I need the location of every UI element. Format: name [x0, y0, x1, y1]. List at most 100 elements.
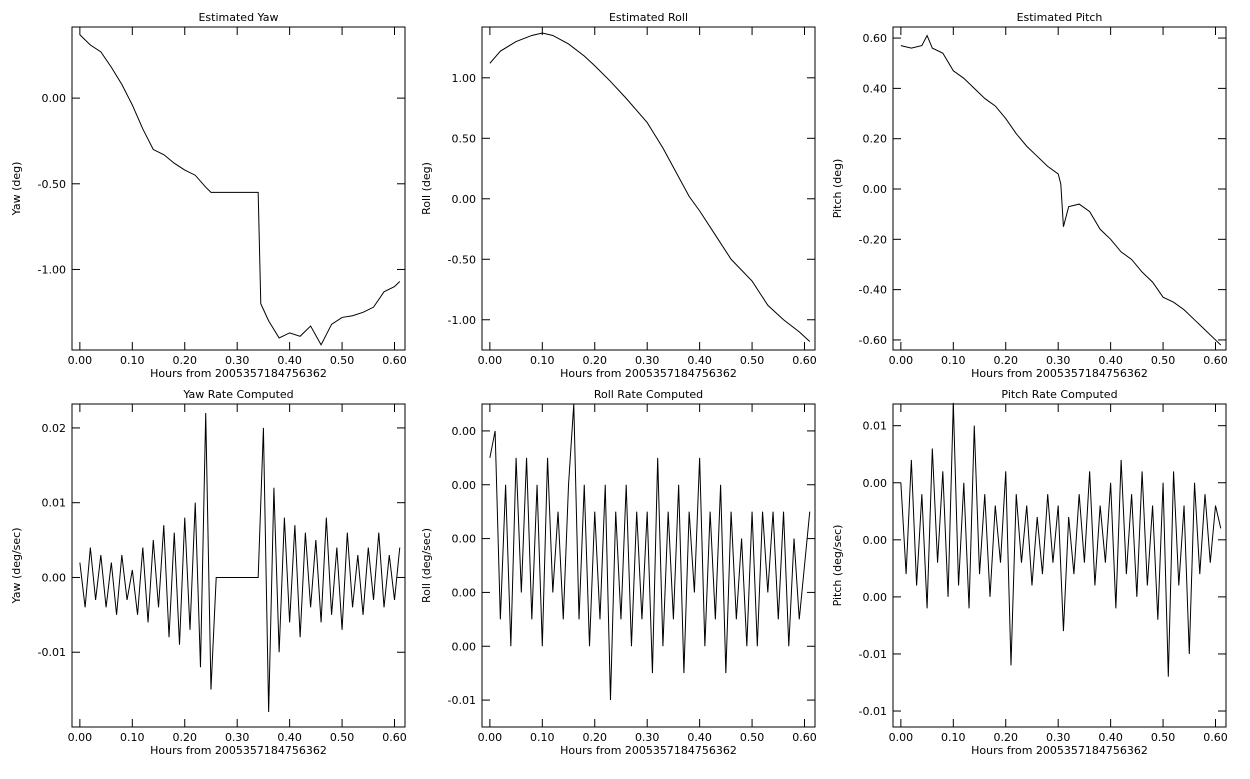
- y-tick-label: 0.00: [863, 534, 888, 547]
- y-tick-label: 0.00: [863, 183, 888, 196]
- x-tick-label: 0.60: [382, 731, 407, 744]
- x-axis-label: Hours from 2005357184756362: [150, 744, 327, 757]
- y-tick-label: 0.00: [42, 92, 67, 105]
- y-axis-label: Roll (deg): [420, 162, 433, 215]
- x-tick-label: 0.60: [382, 354, 407, 367]
- y-tick-label: -0.60: [859, 334, 887, 347]
- y-tick-label: 0.00: [452, 479, 477, 492]
- x-tick-label: 0.10: [530, 731, 555, 744]
- subplot: Roll Rate Computed Hours from 20053571847…: [420, 388, 817, 757]
- y-tick-label: 0.40: [863, 82, 888, 95]
- subplot-title: Estimated Pitch: [1017, 11, 1103, 24]
- y-axis-label: Yaw (deg): [10, 162, 23, 217]
- y-tick-label: -0.01: [859, 705, 887, 718]
- x-tick-label: 0.20: [172, 354, 197, 367]
- y-tick-label: 0.60: [863, 32, 888, 45]
- y-tick-label: 0.01: [42, 497, 67, 510]
- y-tick-label: -0.01: [38, 646, 66, 659]
- y-tick-label: 0.50: [452, 132, 477, 145]
- x-tick-label: 0.50: [330, 731, 355, 744]
- x-tick-label: 0.00: [478, 731, 503, 744]
- x-tick-label: 0.40: [1098, 731, 1123, 744]
- x-tick-label: 0.00: [68, 731, 93, 744]
- x-tick-label: 0.40: [687, 354, 712, 367]
- y-tick-label: 0.00: [452, 586, 477, 599]
- y-tick-label: 0.00: [452, 640, 477, 653]
- x-tick-label: 0.10: [120, 354, 145, 367]
- x-tick-label: 0.30: [225, 731, 250, 744]
- y-tick-label: -0.01: [859, 648, 887, 661]
- y-tick-label: -0.40: [859, 284, 887, 297]
- x-tick-label: 0.30: [1046, 354, 1071, 367]
- subplot-title: Pitch Rate Computed: [1001, 388, 1117, 401]
- y-axis-label: Yaw (deg/sec): [10, 527, 23, 604]
- x-tick-label: 0.10: [941, 354, 966, 367]
- x-tick-label: 0.20: [172, 731, 197, 744]
- x-tick-label: 0.00: [889, 731, 914, 744]
- x-tick-label: 0.30: [635, 354, 660, 367]
- x-axis-label: Hours from 2005357184756362: [150, 367, 327, 380]
- y-tick-label: -0.50: [448, 253, 476, 266]
- y-tick-label: -0.01: [448, 694, 476, 707]
- x-tick-label: 0.00: [889, 354, 914, 367]
- x-tick-label: 0.50: [740, 731, 765, 744]
- x-tick-label: 0.60: [1203, 731, 1228, 744]
- x-tick-label: 0.20: [582, 731, 607, 744]
- subplot: Estimated Pitch Hours from 20053571847563…: [831, 11, 1228, 380]
- subplot-title: Roll Rate Computed: [594, 388, 703, 401]
- y-tick-label: -1.00: [448, 314, 476, 327]
- x-tick-label: 0.30: [1046, 731, 1071, 744]
- plot-frame: [71, 403, 406, 728]
- plot-frame: [892, 403, 1227, 728]
- x-tick-label: 0.40: [1098, 354, 1123, 367]
- y-tick-label: 0.00: [42, 571, 67, 584]
- y-tick-label: 0.00: [863, 477, 888, 490]
- data-line: [900, 34, 1222, 346]
- x-tick-label: 0.00: [68, 354, 93, 367]
- x-axis-label: Hours from 2005357184756362: [971, 744, 1148, 757]
- y-axis-label: Pitch (deg/sec): [831, 525, 844, 607]
- y-tick-label: 0.02: [42, 422, 67, 435]
- data-line: [79, 412, 401, 713]
- x-tick-label: 0.40: [277, 354, 302, 367]
- x-tick-label: 0.20: [993, 354, 1018, 367]
- plot-frame: [481, 26, 816, 351]
- x-tick-label: 0.00: [478, 354, 503, 367]
- y-tick-label: 0.00: [452, 193, 477, 206]
- x-axis-label: Hours from 2005357184756362: [971, 367, 1148, 380]
- subplot: Estimated Yaw Hours from 2005357184756362…: [10, 11, 407, 380]
- subplot-title: Estimated Yaw: [198, 11, 278, 24]
- y-tick-label: -0.50: [38, 178, 66, 191]
- plot-frame: [892, 26, 1227, 351]
- x-tick-label: 0.60: [792, 354, 817, 367]
- x-tick-label: 0.40: [687, 731, 712, 744]
- x-tick-label: 0.10: [530, 354, 555, 367]
- x-tick-label: 0.30: [635, 731, 660, 744]
- x-tick-label: 0.50: [1151, 731, 1176, 744]
- y-tick-label: -0.20: [859, 233, 887, 246]
- subplot: Yaw Rate Computed Hours from 200535718475…: [10, 388, 407, 757]
- data-line: [489, 403, 811, 701]
- x-tick-label: 0.20: [993, 731, 1018, 744]
- x-tick-label: 0.30: [225, 354, 250, 367]
- x-tick-label: 0.60: [792, 731, 817, 744]
- x-axis-label: Hours from 2005357184756362: [560, 367, 737, 380]
- x-tick-label: 0.50: [740, 354, 765, 367]
- subplot-title: Yaw Rate Computed: [182, 388, 293, 401]
- y-tick-label: 0.00: [863, 591, 888, 604]
- data-line: [79, 34, 401, 346]
- y-tick-label: 0.00: [452, 533, 477, 546]
- x-tick-label: 0.40: [277, 731, 302, 744]
- x-tick-label: 0.20: [582, 354, 607, 367]
- x-tick-label: 0.60: [1203, 354, 1228, 367]
- x-tick-label: 0.50: [1151, 354, 1176, 367]
- subplot: Estimated Roll Hours from 200535718475636…: [420, 11, 817, 380]
- data-line: [489, 32, 811, 342]
- x-axis-label: Hours from 2005357184756362: [560, 744, 737, 757]
- y-tick-label: 0.00: [452, 425, 477, 438]
- plot-frame: [481, 403, 816, 728]
- x-tick-label: 0.50: [330, 354, 355, 367]
- y-axis-label: Pitch (deg): [831, 159, 844, 219]
- y-tick-label: 0.20: [863, 133, 888, 146]
- data-line: [900, 402, 1222, 677]
